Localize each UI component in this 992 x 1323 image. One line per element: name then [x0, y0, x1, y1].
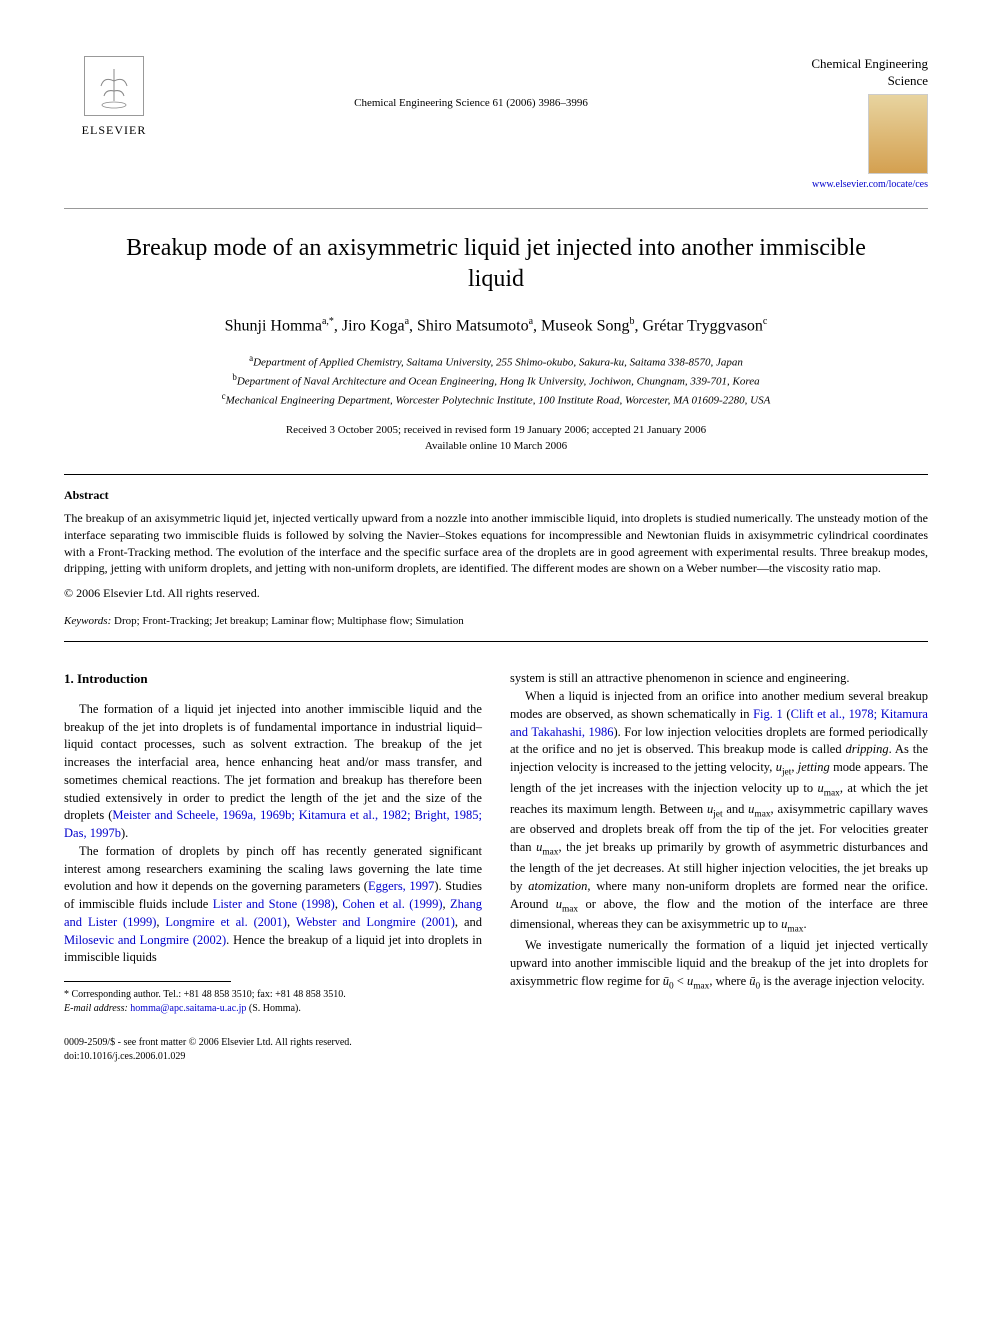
footnote-block: * Corresponding author. Tel.: +81 48 858… — [64, 988, 482, 1016]
corresponding-author: * Corresponding author. Tel.: +81 48 858… — [64, 988, 482, 1002]
header-row: ELSEVIER Chemical Engineering Science 61… — [64, 56, 928, 192]
abstract-copyright: © 2006 Elsevier Ltd. All rights reserved… — [64, 585, 928, 602]
abstract-text: The breakup of an axisymmetric liquid je… — [64, 510, 928, 577]
email-label: E-mail address: — [64, 1003, 128, 1014]
body-columns: 1. Introduction The formation of a liqui… — [64, 670, 928, 1016]
keywords-line: Keywords: Drop; Front-Tracking; Jet brea… — [64, 614, 928, 629]
abstract-bottom-rule — [64, 641, 928, 642]
intro-p1: The formation of a liquid jet injected i… — [64, 701, 482, 843]
footnote-rule — [64, 981, 231, 982]
header-rule — [64, 208, 928, 209]
section-1-heading: 1. Introduction — [64, 670, 482, 688]
journal-block: Chemical Engineering Science www.elsevie… — [778, 56, 928, 192]
publisher-block: ELSEVIER — [64, 56, 164, 139]
email-name: (S. Homma). — [249, 1003, 301, 1014]
footer-copyright: 0009-2509/$ - see front matter © 2006 El… — [64, 1036, 928, 1050]
dates-received: Received 3 October 2005; received in rev… — [64, 423, 928, 438]
dates-block: Received 3 October 2005; received in rev… — [64, 423, 928, 454]
intro-p2-cont: system is still an attractive phenomenon… — [510, 670, 928, 688]
intro-p2: The formation of droplets by pinch off h… — [64, 843, 482, 967]
left-column: 1. Introduction The formation of a liqui… — [64, 670, 482, 1016]
footer-doi: doi:10.1016/j.ces.2006.01.029 — [64, 1050, 928, 1064]
intro-p3: When a liquid is injected from an orific… — [510, 688, 928, 937]
journal-reference: Chemical Engineering Science 61 (2006) 3… — [164, 56, 778, 111]
affiliation-a: aDepartment of Applied Chemistry, Saitam… — [64, 352, 928, 371]
affiliations: aDepartment of Applied Chemistry, Saitam… — [64, 352, 928, 409]
right-column: system is still an attractive phenomenon… — [510, 670, 928, 1016]
journal-name: Chemical Engineering Science — [778, 56, 928, 90]
dates-online: Available online 10 March 2006 — [64, 439, 928, 454]
affiliation-b: bDepartment of Naval Architecture and Oc… — [64, 371, 928, 390]
journal-cover-icon — [868, 94, 928, 174]
publisher-logo-icon — [84, 56, 144, 116]
journal-url-link[interactable]: www.elsevier.com/locate/ces — [778, 178, 928, 192]
publisher-name: ELSEVIER — [82, 122, 147, 139]
abstract-top-rule — [64, 474, 928, 475]
intro-p4: We investigate numerically the formation… — [510, 937, 928, 993]
abstract-heading: Abstract — [64, 487, 928, 504]
email-line: E-mail address: homma@apc.saitama-u.ac.j… — [64, 1002, 482, 1016]
email-link[interactable]: homma@apc.saitama-u.ac.jp — [130, 1003, 246, 1014]
keywords-label: Keywords: — [64, 615, 111, 627]
authors-line: Shunji Hommaa,*, Jiro Kogaa, Shiro Matsu… — [64, 315, 928, 338]
footer: 0009-2509/$ - see front matter © 2006 El… — [64, 1036, 928, 1064]
article-title: Breakup mode of an axisymmetric liquid j… — [104, 233, 888, 295]
keywords-text: Drop; Front-Tracking; Jet breakup; Lamin… — [114, 615, 464, 627]
affiliation-c: cMechanical Engineering Department, Worc… — [64, 390, 928, 409]
